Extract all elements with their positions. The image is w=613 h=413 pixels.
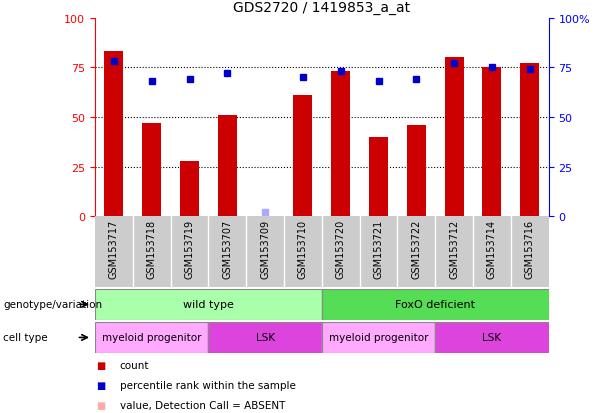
Bar [435, 322, 549, 353]
Text: value, Detection Call = ABSENT: value, Detection Call = ABSENT [120, 400, 285, 410]
Bar [142, 123, 161, 217]
Text: genotype/variation: genotype/variation [3, 299, 102, 310]
Bar [95, 322, 208, 353]
Bar [331, 72, 350, 217]
Bar [322, 289, 549, 320]
Bar [294, 96, 313, 217]
Text: ■: ■ [96, 380, 106, 390]
Text: GSM153718: GSM153718 [147, 219, 157, 278]
Text: myeloid progenitor: myeloid progenitor [102, 332, 202, 343]
Bar [407, 126, 426, 217]
Text: count: count [120, 361, 149, 370]
Text: myeloid progenitor: myeloid progenitor [329, 332, 428, 343]
Text: GSM153722: GSM153722 [411, 219, 421, 278]
Text: GSM153714: GSM153714 [487, 219, 497, 278]
Bar [435, 322, 549, 353]
Text: wild type: wild type [183, 299, 234, 310]
Text: GSM153719: GSM153719 [185, 219, 194, 278]
Text: cell type: cell type [3, 332, 48, 343]
Bar [95, 322, 208, 353]
Text: ■: ■ [96, 361, 106, 370]
Bar [482, 68, 501, 217]
Text: percentile rank within the sample: percentile rank within the sample [120, 380, 295, 390]
Text: LSK: LSK [482, 332, 501, 343]
Bar [369, 138, 388, 217]
Bar [322, 322, 435, 353]
Text: GSM153707: GSM153707 [223, 219, 232, 278]
Bar [444, 58, 463, 217]
Text: GSM153721: GSM153721 [373, 219, 384, 278]
Text: LSK: LSK [256, 332, 275, 343]
Bar [218, 116, 237, 217]
Text: GSM153716: GSM153716 [525, 219, 535, 278]
Text: GSM153720: GSM153720 [336, 219, 346, 278]
Text: FoxO deficient: FoxO deficient [395, 299, 475, 310]
Title: GDS2720 / 1419853_a_at: GDS2720 / 1419853_a_at [234, 1, 410, 15]
Bar [180, 161, 199, 217]
Text: GSM153709: GSM153709 [260, 219, 270, 278]
Bar [104, 52, 123, 217]
Text: GSM153710: GSM153710 [298, 219, 308, 278]
Bar [208, 322, 322, 353]
Bar [322, 289, 549, 320]
Bar [520, 64, 539, 217]
Text: GSM153717: GSM153717 [109, 219, 119, 278]
Bar [208, 322, 322, 353]
Bar [95, 289, 322, 320]
Text: ■: ■ [96, 400, 106, 410]
Bar [95, 289, 322, 320]
Bar [322, 322, 435, 353]
Text: GSM153712: GSM153712 [449, 219, 459, 278]
